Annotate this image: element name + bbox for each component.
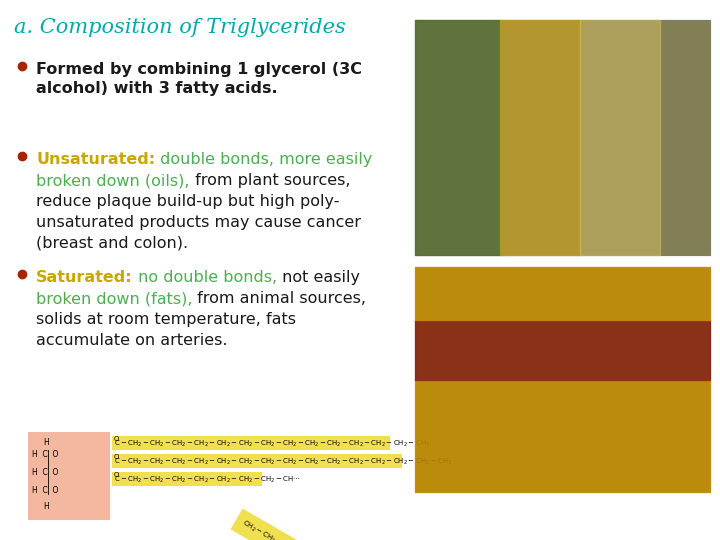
FancyBboxPatch shape xyxy=(112,454,402,468)
Text: solids at room temperature, fats: solids at room temperature, fats xyxy=(36,312,296,327)
FancyBboxPatch shape xyxy=(28,432,110,520)
Text: not easily: not easily xyxy=(276,270,360,285)
Text: O: O xyxy=(114,436,120,442)
Text: from animal sources,: from animal sources, xyxy=(192,291,366,306)
Text: $\sf{C-CH_2-CH_2-CH_2-CH_2-CH_2-CH_2-CH_2-CH_2-CH_2-CH_2-CH_2-CH_2-CH_2-CH_3}$: $\sf{C-CH_2-CH_2-CH_2-CH_2-CH_2-CH_2-CH_… xyxy=(114,439,430,449)
Text: unsaturated products may cause cancer: unsaturated products may cause cancer xyxy=(36,215,361,230)
Text: Saturated:: Saturated: xyxy=(36,270,132,285)
FancyBboxPatch shape xyxy=(415,20,710,255)
Text: O: O xyxy=(114,454,120,460)
Text: reduce plaque build-up but high poly-: reduce plaque build-up but high poly- xyxy=(36,194,340,209)
Text: Formed by combining 1 glycerol (3C
alcohol) with 3 fatty acids.: Formed by combining 1 glycerol (3C alcoh… xyxy=(36,62,362,96)
Text: broken down (fats),: broken down (fats), xyxy=(36,291,192,306)
Text: H  C  O: H C O xyxy=(32,468,58,477)
Text: (breast and colon).: (breast and colon). xyxy=(36,236,188,251)
Text: $\sf{C-CH_2-CH_2-CH_2-CH_2-CH_2-CH_2-CH_2-CH\cdots}$: $\sf{C-CH_2-CH_2-CH_2-CH_2-CH_2-CH_2-CH_… xyxy=(114,475,301,485)
Text: H  C  O: H C O xyxy=(32,486,58,495)
Text: H  C  O: H C O xyxy=(32,450,58,459)
Text: double bonds, more easily: double bonds, more easily xyxy=(155,152,372,167)
Text: no double bonds,: no double bonds, xyxy=(132,270,276,285)
Text: Unsaturated:: Unsaturated: xyxy=(36,152,155,167)
Text: H: H xyxy=(43,438,49,447)
Text: accumulate on arteries.: accumulate on arteries. xyxy=(36,333,228,348)
FancyBboxPatch shape xyxy=(112,436,390,450)
FancyBboxPatch shape xyxy=(415,267,710,492)
Text: H: H xyxy=(43,502,49,511)
FancyBboxPatch shape xyxy=(112,472,262,486)
Text: broken down (oils),: broken down (oils), xyxy=(36,173,189,188)
Text: from plant sources,: from plant sources, xyxy=(189,173,350,188)
Text: $\sf{C-CH_2-CH_2-CH_2-CH_2-CH_2-CH_2-CH_2-CH_2-CH_2-CH_2-CH_2-CH_2-CH_2-CH_2-CH_: $\sf{C-CH_2-CH_2-CH_2-CH_2-CH_2-CH_2-CH_… xyxy=(114,457,452,467)
Text: $\sf{CH_2-CH_2-CH_2-CH_2-CH_2-CH_2-CH_2-CH_3}$: $\sf{CH_2-CH_2-CH_2-CH_2-CH_2-CH_2-CH_2-… xyxy=(240,518,392,540)
Text: O: O xyxy=(114,472,120,478)
Text: a. Composition of Triglycerides: a. Composition of Triglycerides xyxy=(14,18,346,37)
